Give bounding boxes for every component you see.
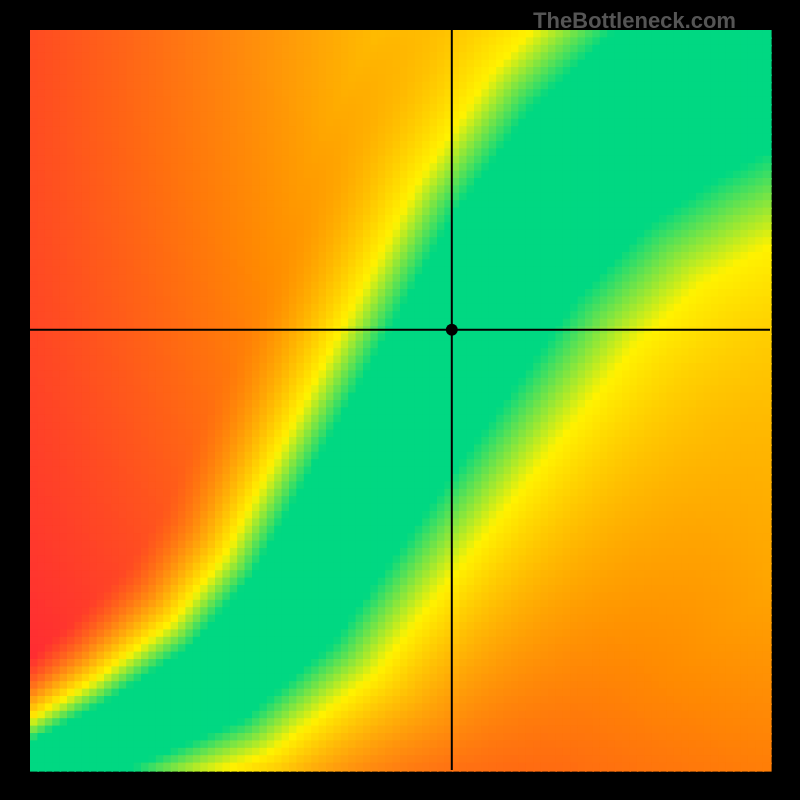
plot-container: TheBottleneck.com [0,0,800,800]
bottleneck-heatmap-canvas [0,0,800,800]
